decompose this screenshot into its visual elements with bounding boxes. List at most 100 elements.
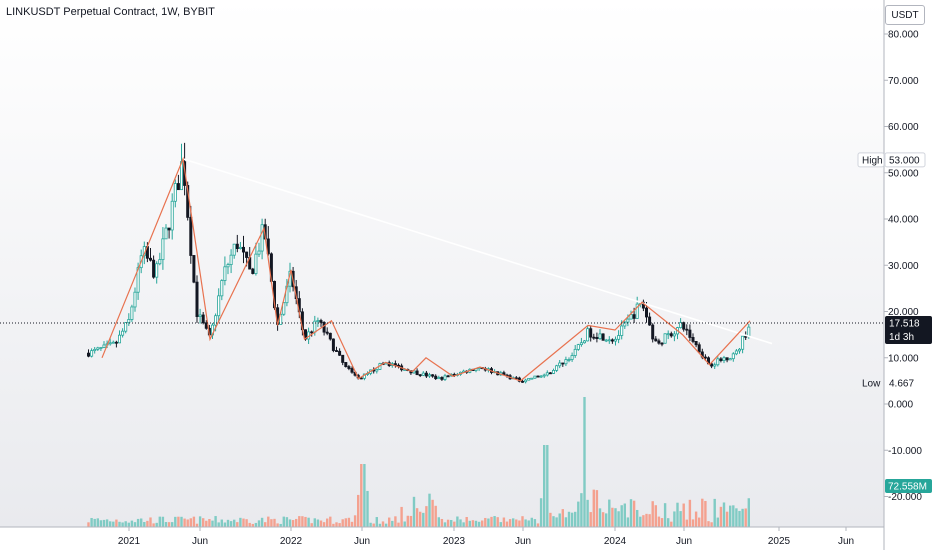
- volume-bar: [254, 522, 258, 527]
- volume-bar: [260, 517, 264, 527]
- volume-bar: [341, 519, 344, 527]
- volume-bar: [332, 523, 335, 527]
- volume-bar: [198, 516, 202, 527]
- volume-bar: [673, 511, 676, 527]
- volume-bar: [99, 520, 103, 527]
- candle-body: [127, 319, 131, 323]
- volume-bar: [381, 521, 385, 527]
- volume-bar: [369, 522, 372, 527]
- volume-bar: [567, 511, 571, 527]
- candle-body: [669, 333, 673, 337]
- candle-body: [527, 377, 531, 381]
- high-label-box: [857, 152, 885, 168]
- candle-body: [685, 328, 689, 331]
- price-tick-label: 70.000: [888, 76, 919, 87]
- volume-bar: [471, 520, 475, 527]
- candle-body: [598, 333, 602, 339]
- candle-body: [440, 377, 444, 380]
- candle-body: [713, 364, 717, 367]
- volume-bar: [465, 517, 468, 527]
- volume-bar: [394, 516, 397, 527]
- volume-bar: [149, 517, 152, 527]
- candle-body: [427, 374, 431, 377]
- candle-body: [344, 362, 348, 367]
- candle-body: [245, 251, 249, 258]
- candle-body: [648, 316, 652, 326]
- volume-bar: [270, 519, 273, 527]
- candle-body: [102, 344, 106, 348]
- candle-body: [570, 355, 574, 360]
- volume-bar: [152, 523, 155, 527]
- volume-bar: [710, 522, 713, 527]
- volume-bar: [267, 516, 270, 527]
- time-tick-label: Jun: [676, 536, 692, 547]
- volume-bar: [350, 521, 354, 527]
- high-value: 53.000: [889, 155, 920, 166]
- candle-body: [192, 255, 196, 283]
- candle-body: [610, 339, 614, 342]
- candle-body: [93, 348, 97, 352]
- candle-body: [533, 375, 537, 379]
- volume-bar: [115, 519, 118, 527]
- candle-body: [514, 377, 518, 380]
- candle-body: [583, 340, 587, 344]
- volume-bar: [477, 521, 481, 527]
- candle-body: [437, 377, 441, 380]
- volume-bar: [546, 445, 549, 527]
- price-tick-label: -10.000: [888, 446, 922, 457]
- volume-bar: [195, 523, 199, 527]
- candle-body: [90, 350, 94, 357]
- candle-body: [545, 372, 549, 376]
- candle-body: [703, 356, 707, 359]
- candle-body: [446, 375, 450, 378]
- volume-bar: [626, 517, 630, 527]
- volume-bar: [357, 494, 360, 527]
- time-tick-label: 2021: [118, 536, 141, 547]
- volume-bar: [298, 516, 301, 527]
- volume-bar: [366, 490, 369, 527]
- volume-bar: [459, 519, 462, 527]
- time-tick-label: 2022: [280, 536, 303, 547]
- volume-bar: [242, 518, 245, 527]
- volume-bar: [372, 523, 375, 527]
- volume-bar: [518, 520, 521, 527]
- candle-body: [710, 363, 714, 367]
- candle-body: [257, 250, 261, 255]
- candle-body: [586, 328, 590, 342]
- candle-body: [341, 354, 345, 363]
- unit-button[interactable]: USDT: [885, 5, 925, 25]
- volume-bar: [146, 520, 149, 527]
- volume-bar: [158, 516, 161, 527]
- volume-bar: [663, 503, 667, 527]
- candle-body: [331, 338, 335, 351]
- candle-body: [614, 338, 618, 342]
- volume-bar: [601, 512, 605, 527]
- candle-body: [226, 264, 230, 268]
- candle-body: [260, 224, 264, 252]
- candle-body: [607, 339, 611, 342]
- volume-bar: [549, 512, 552, 527]
- volume-bar: [347, 517, 351, 527]
- price-tick-label: 80.000: [888, 30, 919, 41]
- candle-body: [434, 375, 438, 380]
- volume-bar: [474, 520, 478, 527]
- candle-body: [124, 322, 128, 332]
- volume-bar: [335, 522, 338, 527]
- candle-body: [617, 335, 621, 340]
- volume-bar: [329, 516, 332, 527]
- volume-bar: [564, 517, 568, 527]
- volume-bar: [481, 520, 484, 527]
- candle-body: [310, 331, 314, 334]
- candle-body: [719, 358, 723, 361]
- volume-bar: [487, 518, 490, 527]
- volume-bar: [744, 508, 747, 527]
- candle-body: [176, 183, 180, 191]
- candle-body: [595, 337, 599, 339]
- candle-body: [418, 374, 422, 377]
- volume-bar: [155, 522, 158, 527]
- volume-bar: [136, 518, 140, 527]
- candle-body: [254, 253, 258, 274]
